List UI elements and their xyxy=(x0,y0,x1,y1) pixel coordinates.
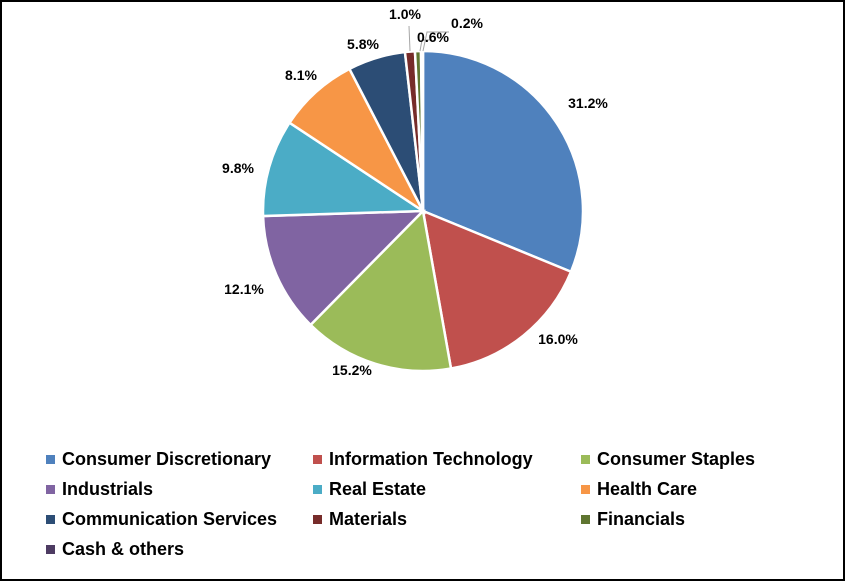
pie-slice-industrials xyxy=(261,209,427,327)
data-label-information-technology: 16.0% xyxy=(538,331,578,347)
legend-swatch xyxy=(313,515,322,524)
data-label-industrials: 12.1% xyxy=(224,281,264,297)
legend-label: Information Technology xyxy=(329,449,533,469)
leader-line-materials xyxy=(408,25,411,52)
data-label-materials: 1.0% xyxy=(389,6,421,22)
legend-item-communication-services: Communication Services xyxy=(46,509,277,530)
legend-label: Cash & others xyxy=(62,539,185,559)
legend-label: Health Care xyxy=(597,479,698,499)
legend-item-industrials: Industrials xyxy=(46,479,153,500)
legend-item-cash-others: Cash & others xyxy=(46,539,184,560)
data-label-cash-others: 0.2% xyxy=(451,15,483,31)
legend-item-materials: Materials xyxy=(313,509,407,530)
legend-label: Industrials xyxy=(62,479,154,499)
legend-label: Real Estate xyxy=(329,479,427,499)
legend-swatch xyxy=(46,455,55,464)
legend-label: Financials xyxy=(597,509,686,529)
pie-slice-cash-others xyxy=(419,49,425,212)
pie-slice-real-estate xyxy=(261,121,427,218)
legend-label: Materials xyxy=(329,509,408,529)
leader-line-financials xyxy=(419,39,432,52)
legend-swatch xyxy=(46,545,55,554)
legend-item-consumer-discretionary: Consumer Discretionary xyxy=(46,449,271,470)
pie-slice-consumer-staples xyxy=(308,208,453,373)
legend-label: Consumer Staples xyxy=(597,449,756,469)
legend-swatch xyxy=(46,515,55,524)
legend-label: Communication Services xyxy=(62,509,278,529)
data-label-health-care: 8.1% xyxy=(285,67,317,83)
legend-item-real-estate: Real Estate xyxy=(313,479,426,500)
legend-swatch xyxy=(313,485,322,494)
legend-item-information-technology: Information Technology xyxy=(313,449,533,470)
data-label-real-estate: 9.8% xyxy=(222,160,254,176)
pie-slice-information-technology xyxy=(421,208,573,370)
pie-slice-consumer-discretionary xyxy=(421,49,585,274)
legend-label: Consumer Discretionary xyxy=(62,449,272,469)
data-label-consumer-staples: 15.2% xyxy=(332,362,372,378)
legend-swatch xyxy=(46,485,55,494)
legend-swatch xyxy=(581,485,590,494)
legend-item-health-care: Health Care xyxy=(581,479,697,500)
legend-item-financials: Financials xyxy=(581,509,685,530)
data-label-financials: 0.6% xyxy=(417,29,449,45)
data-label-consumer-discretionary: 31.2% xyxy=(568,95,608,111)
data-label-communication-services: 5.8% xyxy=(347,36,379,52)
legend-swatch xyxy=(581,455,590,464)
legend-item-consumer-staples: Consumer Staples xyxy=(581,449,755,470)
legend-swatch xyxy=(581,515,590,524)
legend-swatch xyxy=(313,455,322,464)
leader-line-cash-others xyxy=(422,31,449,52)
